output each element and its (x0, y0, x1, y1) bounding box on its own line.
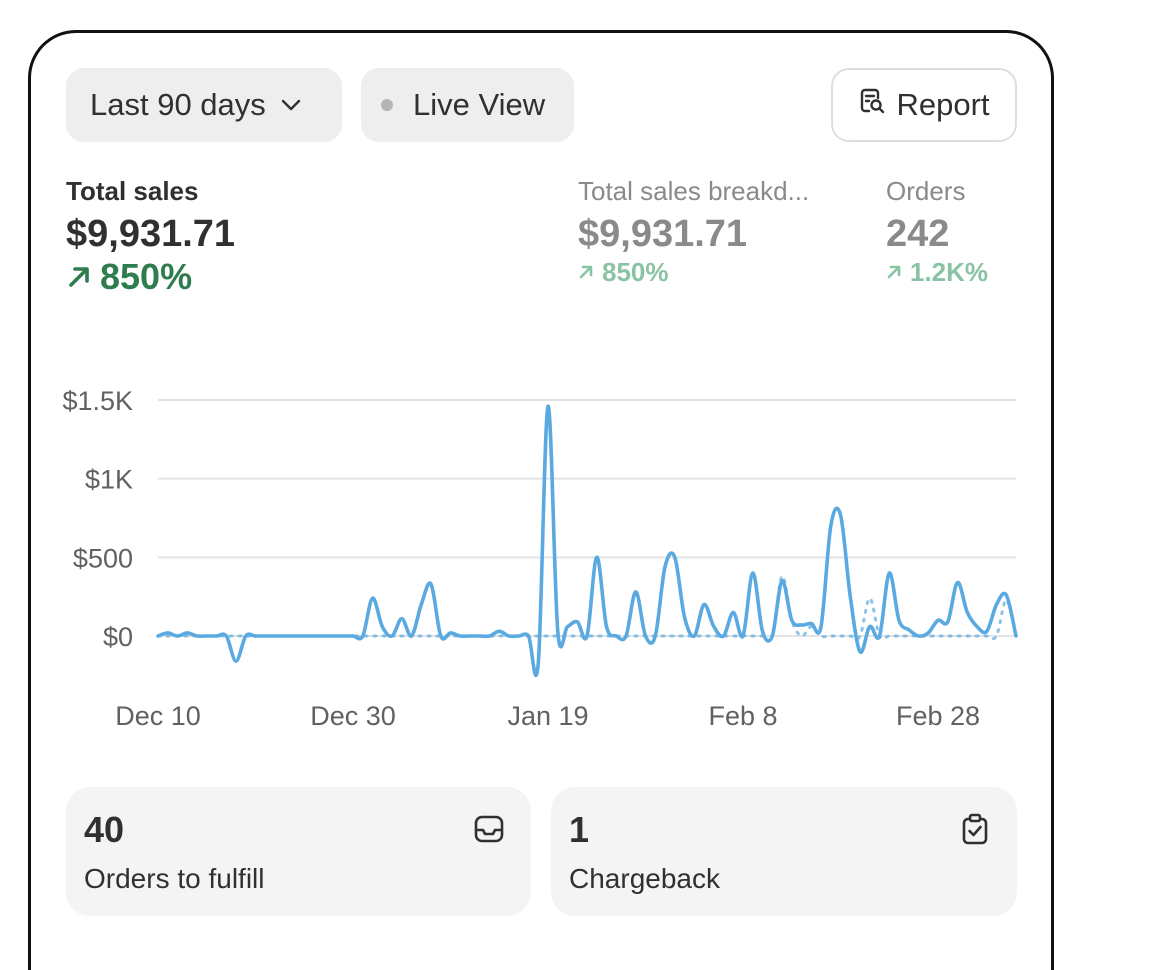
sales-series-line (156, 404, 1018, 677)
date-range-label: Last 90 days (90, 87, 266, 122)
card-label: Chargeback (569, 863, 720, 894)
metric-change-value: 1.2K% (910, 257, 989, 287)
x-tick-label: Dec 10 (115, 701, 201, 731)
date-range-dropdown[interactable]: Last 90 days (66, 68, 342, 142)
y-tick-label: $1.5K (62, 386, 133, 416)
chevron-down-icon (280, 98, 302, 112)
metric-change-value: 850% (100, 256, 193, 297)
live-view-label: Live View (413, 87, 546, 122)
x-tick-label: Dec 30 (310, 701, 396, 731)
metric-change-value: 850% (602, 257, 669, 287)
metric-value: 242 (886, 213, 950, 255)
metric-value: $9,931.71 (578, 213, 748, 255)
x-tick-label: Feb 28 (896, 701, 980, 731)
x-tick-label: Jan 19 (507, 701, 588, 731)
arrow-up-right-icon (69, 267, 89, 287)
report-button[interactable]: Report (831, 68, 1017, 142)
inbox-icon (473, 813, 505, 850)
report-icon (858, 87, 896, 123)
arrow-up-right-icon (887, 265, 901, 279)
orders-to-fulfill-card[interactable]: 40 Orders to fulfill (66, 787, 531, 916)
live-status-dot-icon (381, 99, 393, 111)
y-tick-label: $500 (73, 543, 133, 573)
card-value: 40 (84, 809, 125, 850)
metric-label: Total sales breakd... (578, 176, 810, 206)
sales-line-chart: $0 $500 $1K $1.5K Dec 10 Dec 30 Jan 19 Feb 8 Feb… (62, 386, 1018, 731)
metric-value: $9,931.71 (66, 213, 236, 255)
metric-label: Total sales (66, 176, 199, 206)
metric-label: Orders (886, 176, 966, 206)
y-tick-label: $1K (85, 465, 133, 495)
arrow-up-right-icon (579, 265, 593, 279)
clipboard-check-icon (959, 813, 991, 850)
metric-orders[interactable]: Orders 242 1.2K% (886, 175, 988, 287)
y-tick-label: $0 (103, 622, 133, 652)
chargeback-card[interactable]: 1 Chargeback (551, 787, 1017, 916)
metric-total-sales[interactable]: Total sales $9,931.71 850% (66, 175, 235, 297)
report-label: Report (896, 87, 990, 122)
card-value: 1 (569, 809, 590, 850)
card-label: Orders to fulfill (84, 863, 265, 894)
metric-change: 850% (578, 257, 809, 287)
x-tick-label: Feb 8 (708, 701, 777, 731)
metric-change: 1.2K% (886, 257, 988, 287)
metric-total-sales-breakdown[interactable]: Total sales breakd... $9,931.71 850% (578, 175, 809, 287)
metric-change: 850% (66, 257, 235, 297)
live-view-button[interactable]: Live View (361, 68, 574, 142)
